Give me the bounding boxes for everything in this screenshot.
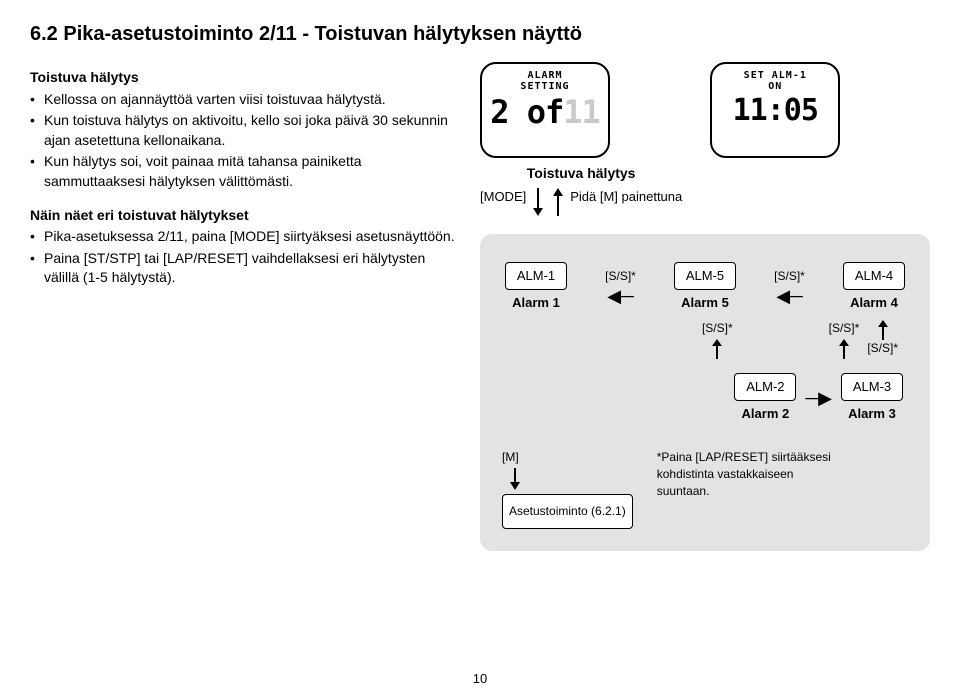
arrow-up-icon: [710, 339, 724, 359]
alm1-box: ALM-1: [505, 262, 567, 290]
alm5-box: ALM-5: [674, 262, 736, 290]
arrow-up-icon: [837, 339, 851, 359]
alarm2-label: Alarm 2: [742, 405, 790, 423]
toistuva-label: Toistuva hälytys: [480, 164, 682, 184]
right-column: ALARMSETTING 2 of11 Toistuva hälytys [MO…: [480, 62, 930, 551]
bullet: Pika-asetuksessa 2/11, paina [MODE] siir…: [30, 227, 460, 247]
alarm1-label: Alarm 1: [512, 294, 560, 312]
ss-tag: [S/S]*: [702, 320, 733, 337]
arrow-right-icon: ─▶: [805, 389, 832, 407]
footnote: *Paina [LAP/RESET] siirtääksesi kohdisti…: [657, 449, 847, 499]
bullet: Kellossa on ajannäyttöä varten viisi toi…: [30, 90, 460, 110]
arrow-up-icon: [550, 188, 566, 216]
arrow-down-icon: [530, 188, 546, 216]
lcd-display-2: SET ALM-1ON 11:05: [710, 62, 840, 158]
ss-tag: [S/S]*: [774, 268, 805, 285]
alarm5-label: Alarm 5: [681, 294, 729, 312]
arrow-up-icon: [876, 320, 890, 340]
alm3-box: ALM-3: [841, 373, 903, 401]
pida-label: Pidä [M] painettuna: [570, 188, 682, 206]
asetus-box: Asetustoiminto (6.2.1): [502, 494, 633, 529]
bullet: Kun hälytys soi, voit painaa mitä tahans…: [30, 152, 460, 191]
left-column: Toistuva hälytys Kellossa on ajannäyttöä…: [30, 62, 460, 551]
arrow-left-icon: ◀─: [776, 287, 803, 305]
bullet: Paina [ST/STP] tai [LAP/RESET] vaihdella…: [30, 249, 460, 288]
m-label: [M]: [502, 449, 519, 466]
ss-tag: [S/S]*: [829, 320, 860, 337]
alarm4-label: Alarm 4: [850, 294, 898, 312]
page-heading: 6.2 Pika-asetustoiminto 2/11 - Toistuvan…: [30, 20, 930, 48]
ss-tag: [S/S]*: [605, 268, 636, 285]
arrow-left-icon: ◀─: [607, 287, 634, 305]
alarm3-label: Alarm 3: [848, 405, 896, 423]
lcd-display-1: ALARMSETTING 2 of11: [480, 62, 610, 158]
arrow-down-icon: [508, 468, 522, 490]
page-number: 10: [473, 670, 487, 688]
ss-tag: [S/S]*: [867, 340, 898, 357]
subhead-2: Näin näet eri toistuvat hälytykset: [30, 206, 460, 226]
subhead-1: Toistuva hälytys: [30, 68, 460, 88]
bullet: Kun toistuva hälytys on aktivoitu, kello…: [30, 111, 460, 150]
alm2-box: ALM-2: [734, 373, 796, 401]
mode-label: [MODE]: [480, 188, 526, 206]
alm4-box: ALM-4: [843, 262, 905, 290]
flow-diagram: ALM-1 Alarm 1 [S/S]* ◀─ ALM-5 Alarm 5 [S…: [480, 234, 930, 551]
